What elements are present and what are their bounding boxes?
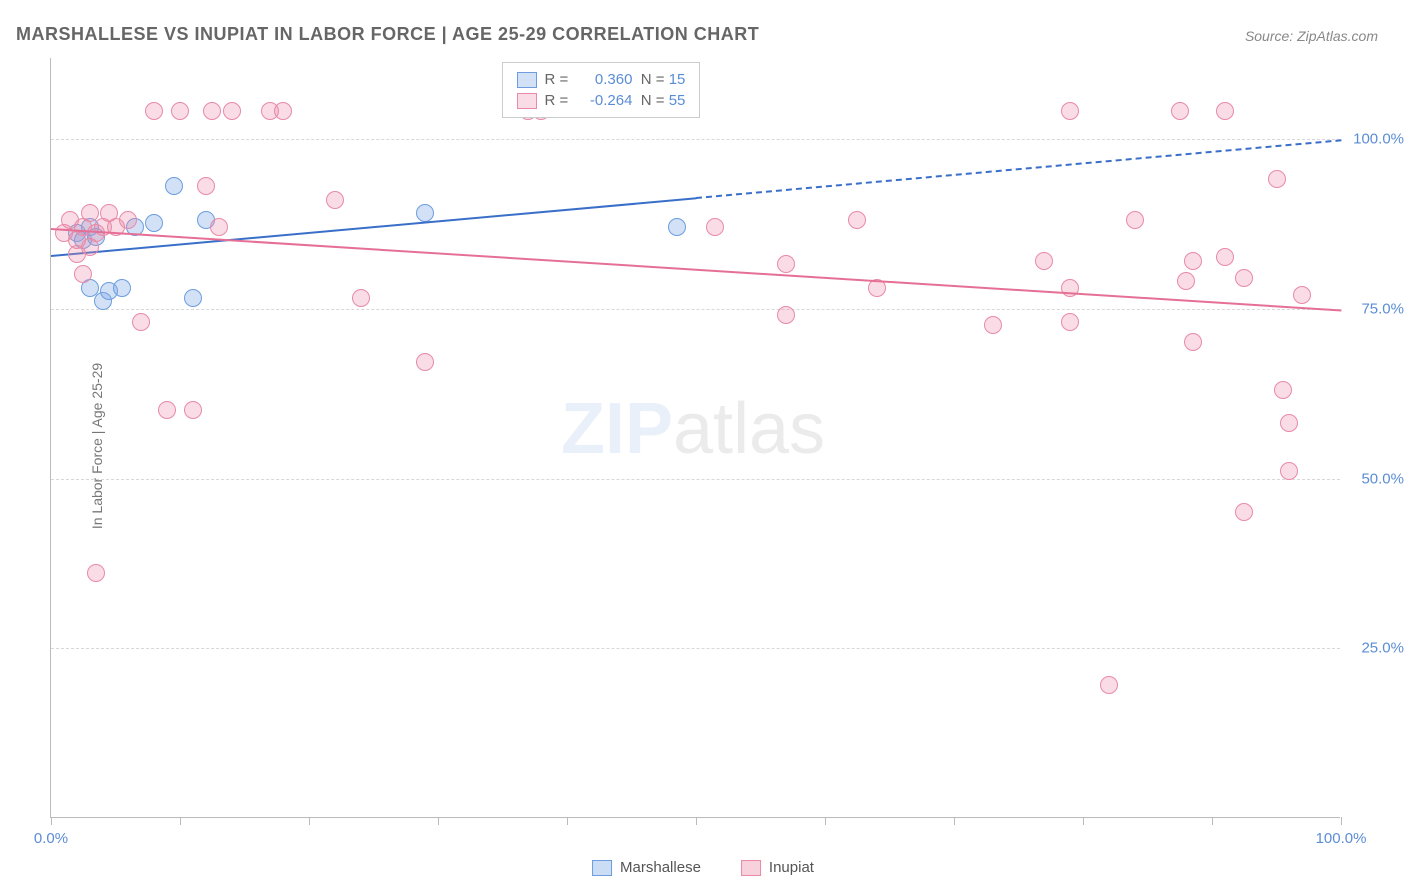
data-point — [1280, 414, 1298, 432]
data-point — [668, 218, 686, 236]
data-point — [145, 214, 163, 232]
data-point — [197, 177, 215, 195]
x-tick — [51, 817, 52, 825]
legend-row: R = -0.264 N = 55 — [517, 90, 686, 111]
data-point — [87, 564, 105, 582]
y-tick-label: 100.0% — [1353, 131, 1404, 148]
data-point — [158, 401, 176, 419]
y-tick-label: 50.0% — [1361, 470, 1404, 487]
legend-swatch — [741, 860, 761, 876]
data-point — [1061, 102, 1079, 120]
bottom-legend-item: Inupiat — [741, 859, 814, 876]
x-tick — [1083, 817, 1084, 825]
legend-row: R = 0.360 N = 15 — [517, 69, 686, 90]
data-point — [416, 204, 434, 222]
watermark: ZIPatlas — [561, 388, 825, 470]
x-tick — [1341, 817, 1342, 825]
data-point — [706, 218, 724, 236]
data-point — [1235, 503, 1253, 521]
data-point — [984, 316, 1002, 334]
data-point — [1216, 102, 1234, 120]
x-tick — [696, 817, 697, 825]
gridline — [51, 648, 1340, 649]
data-point — [1280, 462, 1298, 480]
gridline — [51, 479, 1340, 480]
data-point — [132, 313, 150, 331]
legend-label: Inupiat — [769, 859, 814, 876]
data-point — [352, 289, 370, 307]
legend-text: R = 0.360 N = 15 — [545, 71, 686, 88]
legend-text: R = -0.264 N = 55 — [545, 92, 686, 109]
data-point — [1035, 252, 1053, 270]
data-point — [1100, 676, 1118, 694]
x-tick-label: 0.0% — [34, 830, 68, 847]
bottom-legend: Marshallese Inupiat — [592, 859, 814, 876]
data-point — [223, 102, 241, 120]
data-point — [777, 306, 795, 324]
trend-line — [51, 228, 1341, 311]
y-tick-label: 75.0% — [1361, 301, 1404, 318]
data-point — [113, 279, 131, 297]
data-point — [777, 255, 795, 273]
x-tick — [1212, 817, 1213, 825]
x-tick — [180, 817, 181, 825]
chart-title: MARSHALLESE VS INUPIAT IN LABOR FORCE | … — [16, 24, 759, 45]
legend-swatch — [592, 860, 612, 876]
x-tick-label: 100.0% — [1316, 830, 1367, 847]
data-point — [1184, 252, 1202, 270]
data-point — [119, 211, 137, 229]
data-point — [165, 177, 183, 195]
source-label: Source: ZipAtlas.com — [1245, 28, 1378, 44]
data-point — [171, 102, 189, 120]
x-tick — [567, 817, 568, 825]
chart-container: MARSHALLESE VS INUPIAT IN LABOR FORCE | … — [0, 0, 1406, 892]
data-point — [145, 102, 163, 120]
x-tick — [954, 817, 955, 825]
gridline — [51, 309, 1340, 310]
trend-line — [696, 139, 1341, 199]
x-tick — [825, 817, 826, 825]
data-point — [184, 289, 202, 307]
watermark-zip: ZIP — [561, 389, 673, 469]
data-point — [1184, 333, 1202, 351]
bottom-legend-item: Marshallese — [592, 859, 701, 876]
data-point — [1235, 269, 1253, 287]
legend-swatch — [517, 93, 537, 109]
watermark-atlas: atlas — [673, 389, 825, 469]
legend-label: Marshallese — [620, 859, 701, 876]
data-point — [1171, 102, 1189, 120]
data-point — [1274, 381, 1292, 399]
data-point — [184, 401, 202, 419]
legend-swatch — [517, 72, 537, 88]
correlation-legend: R = 0.360 N = 15 R = -0.264 N = 55 — [502, 62, 701, 118]
data-point — [274, 102, 292, 120]
data-point — [1061, 313, 1079, 331]
gridline — [51, 139, 1340, 140]
plot-area: ZIPatlas 25.0%50.0%75.0%100.0%0.0%100.0% — [50, 58, 1340, 818]
data-point — [203, 102, 221, 120]
data-point — [74, 265, 92, 283]
y-tick-label: 25.0% — [1361, 640, 1404, 657]
x-tick — [309, 817, 310, 825]
data-point — [416, 353, 434, 371]
data-point — [326, 191, 344, 209]
data-point — [1268, 170, 1286, 188]
data-point — [1216, 248, 1234, 266]
data-point — [210, 218, 228, 236]
x-tick — [438, 817, 439, 825]
data-point — [848, 211, 866, 229]
data-point — [1177, 272, 1195, 290]
data-point — [1293, 286, 1311, 304]
data-point — [1126, 211, 1144, 229]
